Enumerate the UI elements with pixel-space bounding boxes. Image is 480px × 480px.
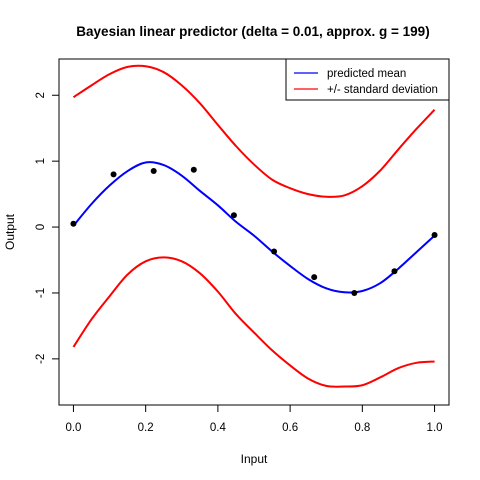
data-point: [431, 231, 438, 238]
x-tick-label: 0.4: [210, 422, 227, 434]
x-tick-label: 1.0: [427, 422, 443, 434]
legend-box: [285, 58, 450, 101]
plot-frame: [58, 58, 450, 406]
y-tick-label: 0: [35, 224, 47, 230]
data-point: [190, 166, 197, 173]
y-axis-label: Output: [3, 213, 17, 250]
data-point: [110, 171, 117, 178]
series-layer: [72, 64, 436, 388]
chart-title: Bayesian linear predictor (delta = 0.01,…: [76, 24, 429, 39]
y-tick-label: -2: [35, 354, 47, 364]
x-tick-label: 0.0: [65, 422, 81, 434]
legend-label-sd: +/- standard deviation: [327, 84, 438, 96]
data-point: [70, 220, 77, 227]
points-layer: [70, 166, 438, 296]
data-point: [311, 274, 318, 281]
series-lower-sd: [72, 256, 435, 388]
data-point: [271, 248, 278, 255]
series-predicted-mean: [72, 161, 436, 294]
data-point: [150, 168, 157, 175]
series-upper-sd: [72, 64, 436, 198]
legend: predicted mean +/- standard deviation: [285, 58, 450, 101]
data-point: [391, 268, 398, 275]
data-point: [351, 289, 358, 296]
x-tick-label: 0.6: [282, 422, 298, 434]
y-tick-label: 1: [35, 158, 47, 164]
y-tick-label: -1: [35, 288, 47, 298]
x-tick-label: 0.8: [354, 422, 370, 434]
y-tick-label: 2: [35, 92, 47, 98]
x-axis: 0.0 0.2 0.4 0.6 0.8 1.0: [65, 404, 443, 434]
x-axis-label: Input: [241, 452, 268, 466]
legend-label-mean: predicted mean: [327, 68, 406, 80]
y-axis: -2 -1 0 1 2: [35, 92, 60, 364]
data-point: [230, 212, 237, 219]
x-tick-label: 0.2: [138, 422, 154, 434]
